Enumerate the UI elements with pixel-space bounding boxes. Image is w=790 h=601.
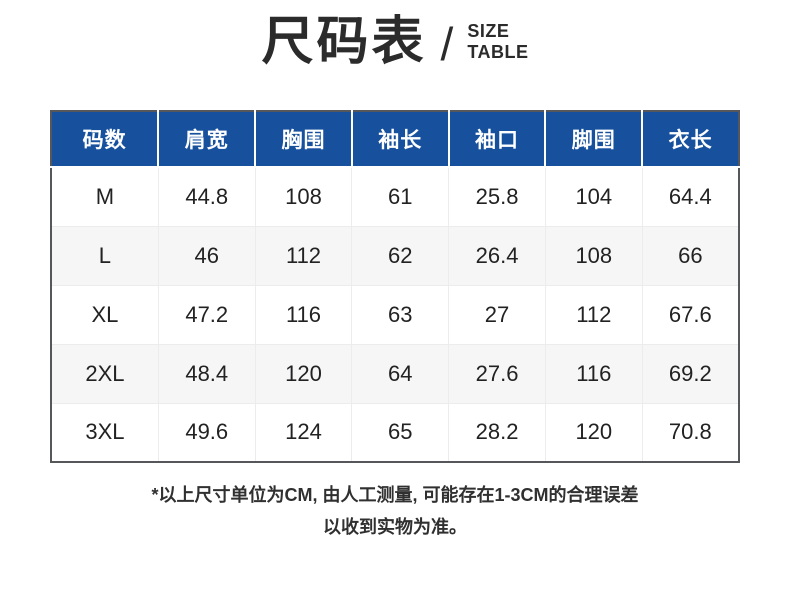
size-label-cell: 2XL [50,343,159,404]
measurement-cell: 47.2 [157,284,256,345]
measurement-cell: 64 [351,343,450,404]
title-english-line1: SIZE [467,21,510,41]
measurement-cell: 104 [544,166,643,227]
measurement-cell: 26.4 [448,225,546,286]
measurement-cell: 69.2 [641,343,740,404]
measurement-cell: 65 [351,402,450,463]
measurement-cell: 120 [254,343,353,404]
title-chinese: 尺码表 [261,13,427,71]
column-header-garment-length: 衣长 [641,111,739,168]
size-label-cell: XL [50,284,159,345]
table-row-2xl: 2XL 48.4 120 64 27.6 116 69.2 [50,343,740,404]
measurement-cell: 116 [254,284,353,345]
measurement-cell: 46 [157,225,256,286]
measurement-cell: 49.6 [157,402,256,463]
measurement-cell: 70.8 [641,402,740,463]
measurement-cell: 64.4 [641,166,740,227]
table-row-l: L 46 112 62 26.4 108 66 [50,225,740,286]
title-english: SIZE TABLE [467,21,528,63]
table-header-row: 码数 肩宽 胸围 袖长 袖口 脚围 衣长 [51,111,739,168]
size-label-cell: M [50,166,159,227]
measurement-cell: 116 [544,343,643,404]
column-header-hem: 脚围 [544,111,643,168]
column-header-chest: 胸围 [254,111,352,168]
title-english-line2: TABLE [467,42,529,62]
table-row-xl: XL 47.2 116 63 27 112 67.6 [50,284,740,345]
measurement-cell: 112 [254,225,353,286]
measurement-cell: 112 [544,284,643,345]
measurement-cell: 67.6 [641,284,740,345]
measurement-cell: 120 [544,402,643,463]
column-header-size-code: 码数 [51,111,159,168]
measurement-cell: 48.4 [157,343,256,404]
footnote-line1: *以上尺寸单位为CM, 由人工测量, 可能存在1-3CM的合理误差 [151,485,639,505]
table-row-3xl: 3XL 49.6 124 65 28.2 120 70.8 [50,402,740,463]
footnote-line2: 以收到实物为准。 [323,517,467,537]
title-slash-divider: / [440,18,454,70]
size-table: 码数 肩宽 胸围 袖长 袖口 脚围 衣长 M 44.8 108 61 25.8 … [50,110,740,463]
measurement-cell: 66 [641,225,740,286]
column-header-sleeve-length: 袖长 [350,111,449,168]
column-header-shoulder-width: 肩宽 [157,111,256,168]
measurement-cell: 62 [351,225,450,286]
measurement-cell: 61 [351,166,450,227]
page-title: 尺码表 / SIZE TABLE [0,0,790,71]
column-header-cuff: 袖口 [447,111,546,168]
size-label-cell: 3XL [50,402,159,463]
measurement-cell: 25.8 [448,166,546,227]
measurement-cell: 63 [351,284,450,345]
measurement-cell: 108 [544,225,643,286]
table-row-m: M 44.8 108 61 25.8 104 64.4 [50,166,740,227]
measurement-cell: 124 [254,402,353,463]
measurement-cell: 27 [448,284,546,345]
measurement-cell: 44.8 [157,166,256,227]
measurement-cell: 28.2 [448,402,546,463]
measurement-cell: 27.6 [448,343,546,404]
footnote: *以上尺寸单位为CM, 由人工测量, 可能存在1-3CM的合理误差 以收到实物为… [0,479,790,543]
measurement-cell: 108 [254,166,353,227]
size-label-cell: L [50,225,159,286]
